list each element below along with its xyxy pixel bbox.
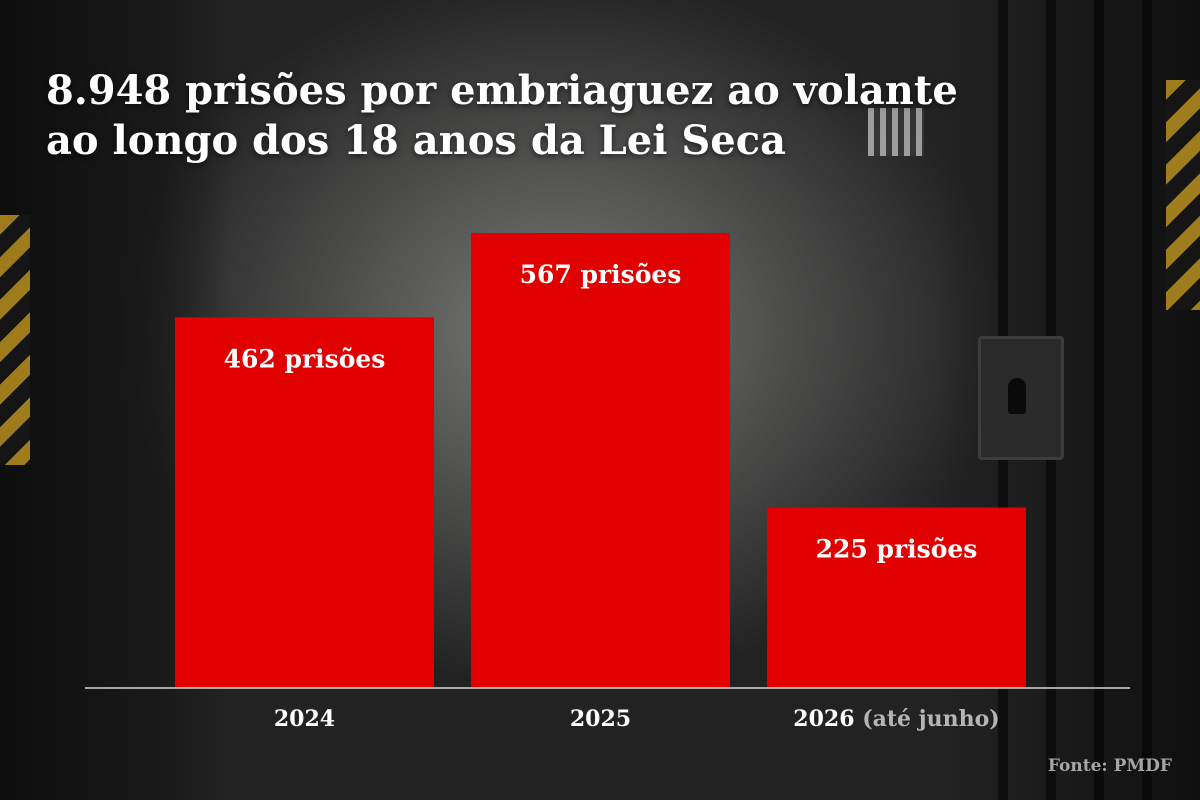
barred-window xyxy=(868,108,924,156)
chart-title: 8.948 prisões por embriaguez ao volante … xyxy=(46,67,958,164)
bar-2024 xyxy=(175,317,434,688)
data-label-2026: 225 prisões xyxy=(816,534,978,563)
bar-2026 xyxy=(767,507,1026,688)
keyhole-icon xyxy=(1008,378,1026,414)
data-label-2025: 567 prisões xyxy=(520,260,682,289)
source-note: Fonte: PMDF xyxy=(1047,756,1172,776)
x-tick-label-2026: 2026 (até junho) xyxy=(793,706,999,732)
hazard-stripes-left xyxy=(0,215,30,465)
x-tick-label-2024: 2024 xyxy=(274,706,335,732)
bar-2025 xyxy=(471,233,730,688)
data-label-2024: 462 prisões xyxy=(224,344,386,373)
x-tick-label-2025: 2025 xyxy=(570,706,631,732)
hazard-stripes-right xyxy=(1166,80,1200,310)
